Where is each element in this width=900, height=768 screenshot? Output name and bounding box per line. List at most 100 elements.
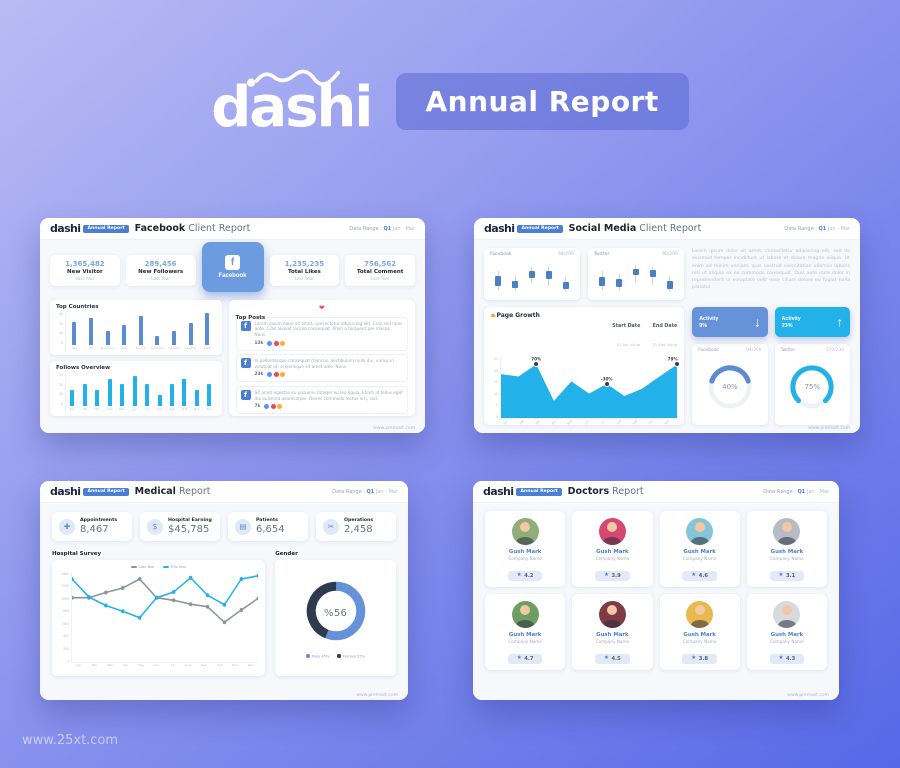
panel-title: Social Media Client Report (569, 223, 702, 234)
rating-badge[interactable]: ★ 4.2 (507, 570, 543, 581)
bar-track (116, 312, 133, 345)
survey-chart: 1400 1200 1000 800 600 400 200 0 (59, 572, 259, 663)
avatar-head (607, 604, 618, 615)
activity-down-card[interactable]: Activity 9% ↓ (692, 307, 768, 337)
avatar-head (781, 522, 792, 532)
candlestick (665, 261, 674, 293)
doctor-card[interactable]: Gush Mark Company Name ★ 4.5 (572, 593, 653, 670)
start-date[interactable]: Start Date 01 Jan Value (612, 312, 640, 350)
x-tick: Mar (94, 407, 100, 411)
y-tick: 20 (58, 321, 63, 326)
social-top-row: Facebook 94/200 Twitter 90/200 Lorem ips… (474, 240, 860, 304)
doctor-card[interactable]: Gush Mark Company Name ★ 3.9 (572, 511, 653, 587)
post-item[interactable]: f Sit amet egestas eu posuere. Integer eu… (235, 385, 408, 415)
gender-title: Gender (275, 551, 298, 557)
data-range[interactable]: Data Range : Q1 Jan - Mar (763, 489, 829, 495)
bar (182, 378, 187, 406)
bar-group: Apr (103, 373, 115, 413)
rating-badge[interactable]: ★ 4.5 (595, 653, 630, 664)
bar-track (141, 373, 153, 406)
rating-badge[interactable]: ★ 3.1 (769, 570, 805, 581)
post-item[interactable]: f In pellentesque consequat rhoncus. Vest… (235, 354, 408, 383)
y-tick: 20 (58, 382, 63, 387)
doctor-avatar (598, 518, 626, 545)
data-range-period: Jan - Mar (392, 225, 415, 232)
premast-link[interactable]: www.premast.com (373, 426, 415, 431)
stat-card[interactable]: 1,235,235 Total Likes Last Year (269, 254, 340, 286)
doctor-name: Gush Mark (770, 549, 804, 555)
medical-stat-icon: ✂ (323, 518, 339, 535)
stat-card[interactable]: 756,562 Total Comment Last Year (345, 254, 415, 286)
medical-stat-card[interactable]: ✂ Operations 2,458 (316, 512, 396, 541)
doctor-card[interactable]: Gush Mark Company Name ★ 3.8 (659, 593, 740, 670)
x-tick: Sep (200, 663, 207, 667)
x-tick: Jun (154, 663, 160, 667)
dashi-logo: dashi (211, 66, 374, 136)
doctor-avatar (686, 600, 714, 628)
star-icon: ★ (691, 654, 697, 661)
candle-box (599, 277, 606, 286)
doctor-card[interactable]: Gush Mark Company Name ★ 3.1 (746, 511, 827, 587)
activity-label: Activity (781, 315, 801, 322)
site-watermark: www.25xt.com (22, 733, 119, 748)
activity-up-card[interactable]: Activity 23% ↑ (774, 307, 850, 337)
premast-link[interactable]: www.premast.com (808, 426, 850, 431)
avatar-head (694, 604, 705, 615)
star-icon: ★ (778, 654, 784, 661)
doctor-card[interactable]: Gush Mark Company Name ★ 4.2 (485, 511, 566, 587)
doctor-card[interactable]: Gush Mark Company Name ★ 4.6 (659, 511, 740, 587)
rating-badge[interactable]: ★ 4.7 (507, 653, 543, 664)
bar-track (132, 312, 149, 345)
candle-box (666, 280, 673, 289)
stat-card[interactable]: 289,456 New Followers Last Year (125, 254, 196, 286)
premast-link[interactable]: www.premast.com (787, 693, 829, 698)
y-tick: 1400 (61, 572, 69, 576)
post-item[interactable]: f Lorem ipsum dolor sit amet, consectetur… (235, 316, 408, 351)
gauge-title: Facebook (698, 348, 719, 353)
data-range[interactable]: Data Range : Q1 Jan - Mar (784, 226, 850, 232)
facebook-panel-header: dashi Annual Report Facebook Client Repo… (40, 218, 425, 240)
arrow-up-icon: ↑ (836, 314, 844, 330)
rating-badge[interactable]: ★ 4.6 (682, 570, 717, 581)
data-range[interactable]: Data Range : Q1 Jan - Mar (332, 489, 398, 495)
post-text: Sit amet egestas eu posuere. Integer eu … (254, 389, 403, 401)
data-range-label: Data Range : (332, 488, 365, 495)
bar (207, 384, 212, 406)
bar-group: Jan (66, 373, 78, 413)
facebook-button[interactable]: f Facebook (201, 242, 264, 292)
medical-stat-card[interactable]: ✚ Appointments 8,467 (52, 512, 132, 541)
avatar-torso (603, 537, 622, 545)
gender-chart-card: %56 Male 45% Female 55% (275, 560, 396, 676)
medical-stat-card[interactable]: $ Hospital Earning $45,785 (140, 512, 220, 541)
legend-dot (306, 654, 310, 658)
rating-badge[interactable]: ★ 3.8 (682, 653, 717, 664)
logo-text: dashi (211, 75, 373, 140)
avatar-torso (690, 537, 709, 545)
doctor-avatar (686, 518, 714, 545)
rating-badge[interactable]: ★ 4.3 (769, 653, 805, 664)
x-tick: Aug (185, 663, 191, 667)
stat-card[interactable]: 1,365,482 New Visitor Last Year (50, 254, 120, 286)
doctor-company: Company Name (770, 638, 804, 644)
data-range[interactable]: Data Range : Q1 Jan - Mar (349, 226, 415, 232)
doctor-card[interactable]: Gush Mark Company Name ★ 4.7 (485, 593, 566, 670)
panel-title-bold: Social Media (568, 223, 637, 234)
dashi-mini-logo: dashi (483, 485, 514, 498)
bar-track (166, 373, 178, 406)
doctor-card[interactable]: Gush Mark Company Name ★ 4.3 (746, 593, 827, 670)
x-tick: Jul (145, 407, 149, 411)
dashi-mini-logo: dashi (50, 222, 81, 235)
x-tick: Canada (168, 346, 180, 350)
rating-value: 4.7 (524, 655, 534, 662)
end-date[interactable]: End Date 31 Mar Value (652, 312, 677, 350)
stat-value: 8,467 (80, 524, 109, 535)
premast-link[interactable]: www.premast.com (356, 693, 398, 698)
stat-value: 1,365,482 (65, 259, 105, 268)
page-growth-title: Page Growth (491, 312, 540, 319)
panel-title: Medical Report (135, 486, 211, 497)
rating-badge[interactable]: ★ 3.9 (595, 570, 630, 581)
bar (95, 389, 100, 406)
haha-reaction-icon (279, 371, 287, 379)
data-range-period: Jan - Mar (806, 488, 829, 495)
medical-stat-card[interactable]: ▤ Patients 6,654 (228, 512, 308, 541)
